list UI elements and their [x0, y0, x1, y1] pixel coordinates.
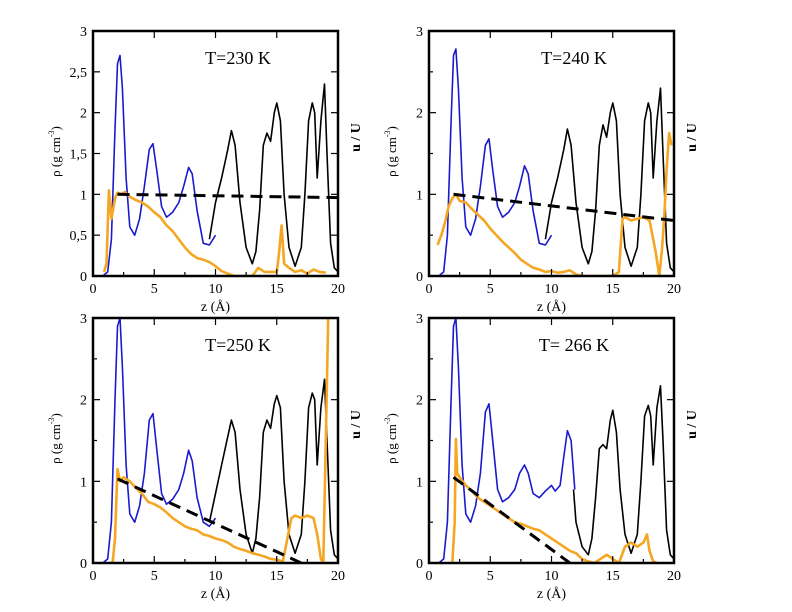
series-group [102, 318, 338, 563]
series-group [102, 54, 338, 276]
series-line-density-black [208, 83, 338, 273]
y-axis-label-main: ρ (g cm [384, 137, 399, 177]
y-tick-label: 2 [80, 107, 87, 122]
y-tick-label: 0 [80, 270, 87, 285]
y-tick-label: 0 [416, 270, 423, 285]
y-tick-label: 0,5 [70, 229, 88, 244]
x-tick-label: 20 [331, 282, 345, 297]
series-line-density-black [544, 87, 674, 273]
series-group [438, 318, 674, 563]
y-axis-label: ρ (g cm-3) [383, 413, 399, 464]
y-axis-label-exponent: -3 [47, 417, 56, 424]
y-axis-label: ρ (g cm-3) [47, 126, 63, 177]
x-axis-label: z (Å) [537, 586, 566, 602]
secondary-y-axis-label: u / U [349, 410, 364, 439]
y-axis-label-close: ) [48, 126, 63, 130]
x-tick-label: 15 [270, 282, 284, 297]
series-line-density-blue [102, 318, 217, 563]
y-axis-label-exponent: -3 [47, 130, 56, 137]
y-tick-label: 3 [416, 312, 423, 327]
x-tick-label: 15 [270, 569, 284, 584]
series-line-density-black [572, 385, 674, 560]
y-axis-label: ρ (g cm-3) [47, 413, 63, 464]
panel-title: T= 266 K [539, 335, 609, 355]
x-tick-label: 0 [90, 569, 97, 584]
series-line-velocity-orange [451, 437, 658, 563]
x-tick-label: 20 [331, 569, 345, 584]
x-tick-label: 5 [151, 282, 158, 297]
y-axis-label-exponent: -3 [383, 417, 392, 424]
series-line-velocity-orange [111, 318, 330, 563]
x-tick-label: 5 [487, 282, 494, 297]
series-line-density-black [208, 378, 338, 560]
series-line-linear-fit-dashed [116, 477, 302, 563]
panel-2: 0 5 10 15 20 0 1 2 3 T=240 K z (Å) ρ (g cm-3) u / U [383, 25, 700, 315]
panel-title: T=240 K [541, 48, 607, 68]
y-tick-label: 1 [416, 475, 423, 490]
x-axis-label: z (Å) [201, 299, 230, 315]
panel-3: 0 5 10 15 20 0 1 2 3 T=250 K z (Å) ρ (g cm-3) u / U [47, 312, 364, 602]
y-tick-label: 1 [80, 475, 87, 490]
x-tick-label: 10 [545, 569, 559, 584]
x-tick-label: 15 [606, 282, 620, 297]
x-tick-label: 0 [426, 569, 433, 584]
x-axis-label: z (Å) [201, 586, 230, 602]
panel-4: 0 5 10 15 20 0 1 2 3 T= 266 K z (Å) ρ (g cm-3) u / U [383, 312, 700, 602]
x-tick-label: 10 [209, 569, 223, 584]
y-tick-label: 3 [416, 25, 423, 40]
y-axis-label-exponent: -3 [383, 130, 392, 137]
series-line-density-blue [102, 54, 217, 276]
y-tick-label: 1 [416, 188, 423, 203]
secondary-y-axis-label: u / U [685, 123, 700, 152]
panel-1: 0 5 10 15 20 0 0,5 1 1,5 2 2,5 3 T=230 K z (Å) ρ (g cm… [47, 25, 364, 315]
x-tick-label: 15 [606, 569, 620, 584]
x-tick-label: 5 [487, 569, 494, 584]
x-tick-label: 10 [209, 282, 223, 297]
series-line-linear-fit-dashed [452, 476, 571, 563]
y-axis-label-close: ) [384, 126, 399, 130]
x-tick-label: 20 [667, 282, 681, 297]
y-tick-label: 1 [80, 188, 87, 203]
series-group [436, 48, 674, 276]
y-tick-label: 2 [416, 394, 423, 409]
y-tick-label: 0 [416, 557, 423, 572]
series-line-velocity-orange [436, 131, 673, 276]
x-axis-label: z (Å) [537, 299, 566, 315]
y-axis-label-main: ρ (g cm [384, 424, 399, 464]
x-tick-label: 0 [90, 282, 97, 297]
series-line-density-blue [438, 318, 576, 563]
y-tick-label: 2 [416, 107, 423, 122]
y-tick-label: 3 [80, 25, 87, 40]
y-axis-label-close: ) [384, 413, 399, 417]
y-tick-label: 0 [80, 557, 87, 572]
x-tick-label: 0 [426, 282, 433, 297]
x-tick-label: 10 [545, 282, 559, 297]
series-line-velocity-orange [102, 189, 326, 276]
x-tick-label: 20 [667, 569, 681, 584]
y-tick-label: 1,5 [70, 148, 88, 163]
y-axis-label-main: ρ (g cm [48, 137, 63, 177]
y-tick-label: 2,5 [70, 66, 88, 81]
secondary-y-axis-label: u / U [685, 410, 700, 439]
series-line-density-blue [438, 48, 553, 276]
y-tick-label: 3 [80, 312, 87, 327]
x-tick-label: 5 [151, 569, 158, 584]
y-axis-label-close: ) [48, 413, 63, 417]
y-axis-label-main: ρ (g cm [48, 424, 63, 464]
y-axis-label: ρ (g cm-3) [383, 126, 399, 177]
panel-title: T=230 K [205, 48, 271, 68]
panel-title: T=250 K [205, 335, 271, 355]
y-tick-label: 2 [80, 394, 87, 409]
secondary-y-axis-label: u / U [349, 123, 364, 152]
